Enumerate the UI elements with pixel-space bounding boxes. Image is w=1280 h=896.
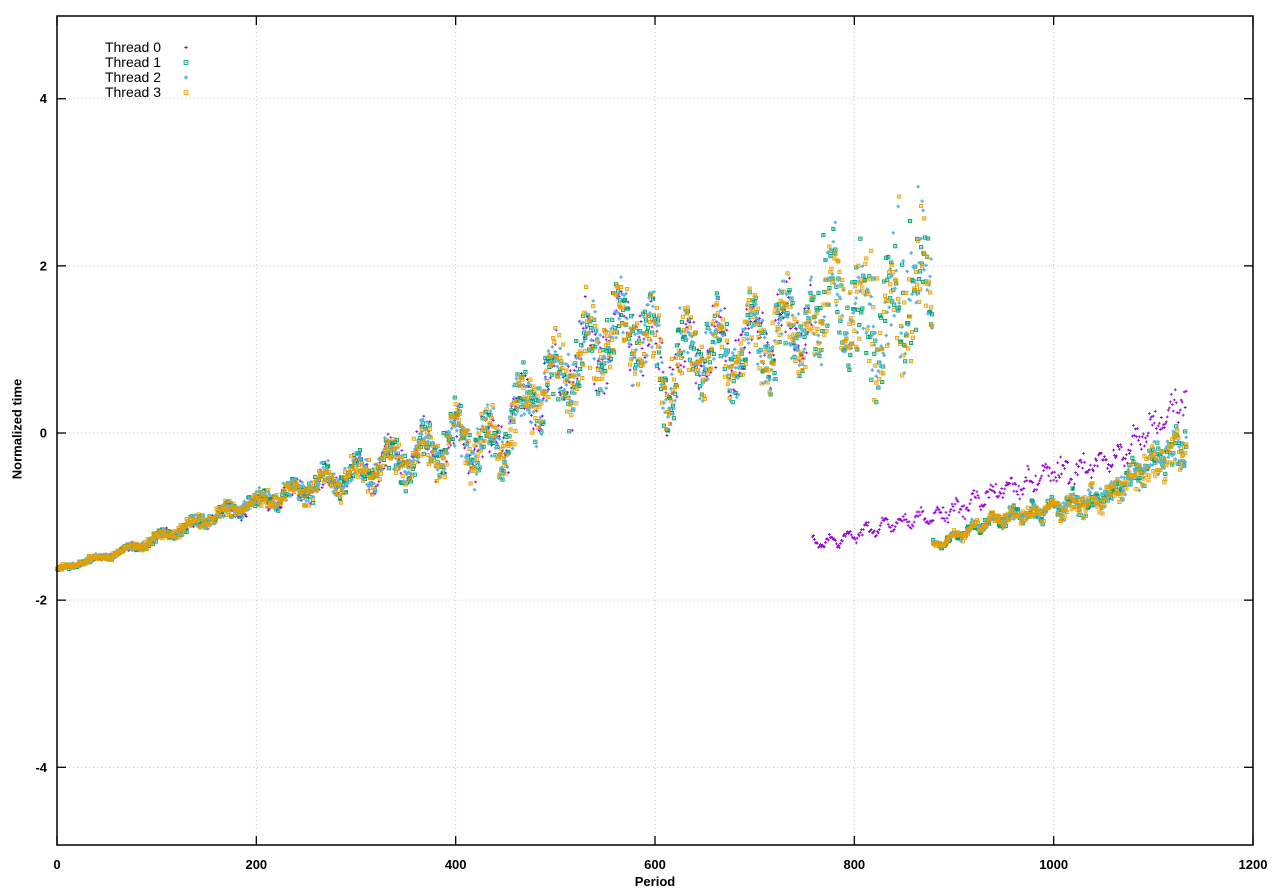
legend-item-label-thread-2: Thread 2	[105, 69, 161, 85]
legend-marker-icon-thread-0	[184, 45, 188, 50]
legend-item-label-thread-1: Thread 1	[105, 54, 161, 70]
x-tick-label: 0	[53, 857, 60, 872]
legend-marker-icon-thread-1	[183, 60, 189, 65]
x-tick-label: 400	[445, 857, 467, 872]
legend-marker-icon-thread-2	[184, 75, 188, 80]
legend-marker-icon-thread-3	[183, 90, 189, 95]
legend-marker-center-thread-1	[185, 61, 187, 64]
x-tick-label: 200	[245, 857, 267, 872]
y-tick-label: -2	[35, 593, 47, 608]
series-thread-3-points	[54, 194, 1189, 572]
y-tick-label: 0	[40, 426, 47, 441]
x-tick-label: 1000	[1039, 857, 1068, 872]
y-tick-label: -4	[35, 760, 47, 775]
x-tick-label: 600	[644, 857, 666, 872]
series-thread-0-points	[55, 276, 1188, 571]
legend-marker-center-thread-3	[185, 91, 187, 94]
y-tick-label: 2	[40, 258, 47, 273]
x-tick-label: 1200	[1239, 857, 1268, 872]
series-thread-2-points	[55, 185, 1188, 571]
series-thread-1-points	[54, 218, 1189, 572]
x-tick-label: 800	[843, 857, 865, 872]
legend-item-label-thread-0: Thread 0	[105, 39, 161, 55]
y-tick-label: 4	[40, 91, 48, 106]
y-axis-label: Normalized time	[9, 378, 25, 480]
x-axis-label: Period	[634, 874, 676, 889]
legend-item-label-thread-3: Thread 3	[105, 84, 161, 100]
